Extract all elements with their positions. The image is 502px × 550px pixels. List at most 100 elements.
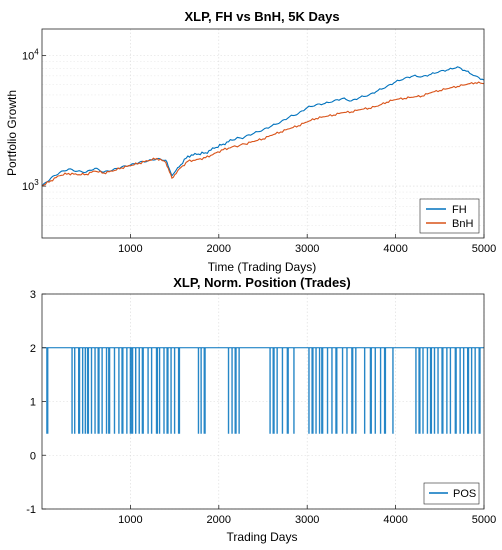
trade-mark <box>94 347 96 434</box>
bottom-x-tick-label: 5000 <box>472 514 496 526</box>
top-x-tick-label: 5000 <box>472 243 496 255</box>
trade-mark <box>108 347 111 434</box>
top-y-tick-label: 103 <box>22 178 39 193</box>
bottom-chart-title: XLP, Norm. Position (Trades) <box>173 275 350 290</box>
trade-mark <box>363 347 366 434</box>
bottom-y-ticks: -1 0 1 2 3 <box>26 289 46 516</box>
trade-mark <box>238 347 240 434</box>
top-grid <box>42 29 485 238</box>
bottom-y-tick-label: 1 <box>30 397 36 409</box>
trade-mark <box>173 347 176 434</box>
trade-mark <box>78 347 81 434</box>
trade-mark <box>433 347 436 434</box>
bottom-legend: POS <box>423 482 480 505</box>
bottom-x-axis-label: Trading Days <box>227 530 298 544</box>
trade-mark <box>474 347 476 434</box>
trade-mark <box>369 347 372 434</box>
top-series <box>41 66 485 187</box>
bottom-y-tick-label: 2 <box>30 343 36 355</box>
trade-mark <box>276 347 278 434</box>
trade-mark <box>415 347 417 434</box>
trade-mark <box>147 347 149 434</box>
trade-mark <box>150 347 153 434</box>
bottom-legend-box <box>423 482 480 505</box>
bottom-y-tick-label: -1 <box>26 504 36 516</box>
trade-mark <box>272 347 275 434</box>
bottom-y-tick-label: 0 <box>30 450 36 462</box>
bottom-x-ticks: 1000 2000 3000 4000 5000 <box>118 505 496 526</box>
trade-mark <box>437 347 439 434</box>
trade-mark <box>459 347 461 434</box>
trade-mark <box>422 347 424 434</box>
legend-label-fh: FH <box>452 204 467 216</box>
trade-mark <box>197 347 200 434</box>
trade-mark <box>131 347 134 434</box>
top-x-tick-label: 2000 <box>207 243 231 255</box>
trade-mark <box>200 347 202 434</box>
trade-mark <box>355 347 357 434</box>
top-chart: XLP, FH vs BnH, 5K Days 1000 2000 3000 4000… <box>5 9 496 274</box>
trade-mark <box>46 347 49 434</box>
series-line-fh <box>41 66 485 187</box>
top-chart-title: XLP, FH vs BnH, 5K Days <box>184 9 339 24</box>
trade-mark <box>281 347 284 434</box>
trade-mark <box>315 347 317 434</box>
trade-mark <box>426 347 429 434</box>
trade-mark <box>203 347 206 434</box>
trade-mark <box>81 347 84 434</box>
trade-mark <box>101 347 103 434</box>
trade-mark <box>466 347 470 434</box>
bottom-y-tick-label: 3 <box>30 289 36 301</box>
trade-mark <box>90 347 93 434</box>
trade-mark <box>129 347 132 434</box>
top-y-axis-label: Portfolio Growth <box>5 90 19 176</box>
trade-mark <box>121 347 124 434</box>
trade-mark <box>374 347 376 434</box>
trade-mark <box>135 347 137 434</box>
trade-mark <box>97 347 100 434</box>
trade-mark <box>341 347 344 434</box>
trade-mark <box>155 347 159 434</box>
trade-mark <box>86 347 90 434</box>
trade-mark <box>141 347 144 434</box>
trade-mark <box>71 347 73 434</box>
series-line-bnh <box>41 81 485 187</box>
trade-mark <box>286 347 289 434</box>
trade-mark <box>449 347 452 434</box>
top-y-tick-label: 104 <box>22 48 39 63</box>
trade-mark <box>335 347 338 434</box>
trade-mark <box>166 347 169 434</box>
trade-mark <box>418 347 421 434</box>
trade-mark <box>379 347 382 434</box>
bottom-x-tick-label: 1000 <box>118 514 142 526</box>
trade-mark <box>177 347 181 434</box>
trade-mark <box>118 347 120 434</box>
bottom-series <box>42 347 484 434</box>
trade-mark <box>308 347 310 434</box>
trade-mark <box>326 347 329 434</box>
trade-mark <box>163 347 165 434</box>
top-legend-box <box>419 198 480 234</box>
trade-mark <box>346 347 348 434</box>
trade-mark <box>126 347 128 434</box>
trade-mark <box>231 347 233 434</box>
trade-mark <box>462 347 465 434</box>
trade-mark <box>158 347 161 434</box>
trade-mark <box>113 347 116 434</box>
trade-mark <box>478 347 481 434</box>
trade-mark <box>321 347 324 434</box>
trade-mark <box>293 347 295 434</box>
top-x-tick-label: 3000 <box>295 243 319 255</box>
trade-mark <box>446 347 448 434</box>
top-legend: FH BnH <box>419 198 480 234</box>
top-plot-frame <box>41 28 485 239</box>
bottom-x-tick-label: 4000 <box>383 514 407 526</box>
trade-mark <box>84 347 87 434</box>
trade-mark <box>227 347 230 434</box>
bottom-x-tick-label: 2000 <box>207 514 231 526</box>
trade-mark <box>441 347 444 434</box>
trade-mark <box>74 347 76 434</box>
trade-mark <box>383 347 387 434</box>
legend-label-pos: POS <box>453 488 476 500</box>
trade-mark <box>269 347 271 434</box>
